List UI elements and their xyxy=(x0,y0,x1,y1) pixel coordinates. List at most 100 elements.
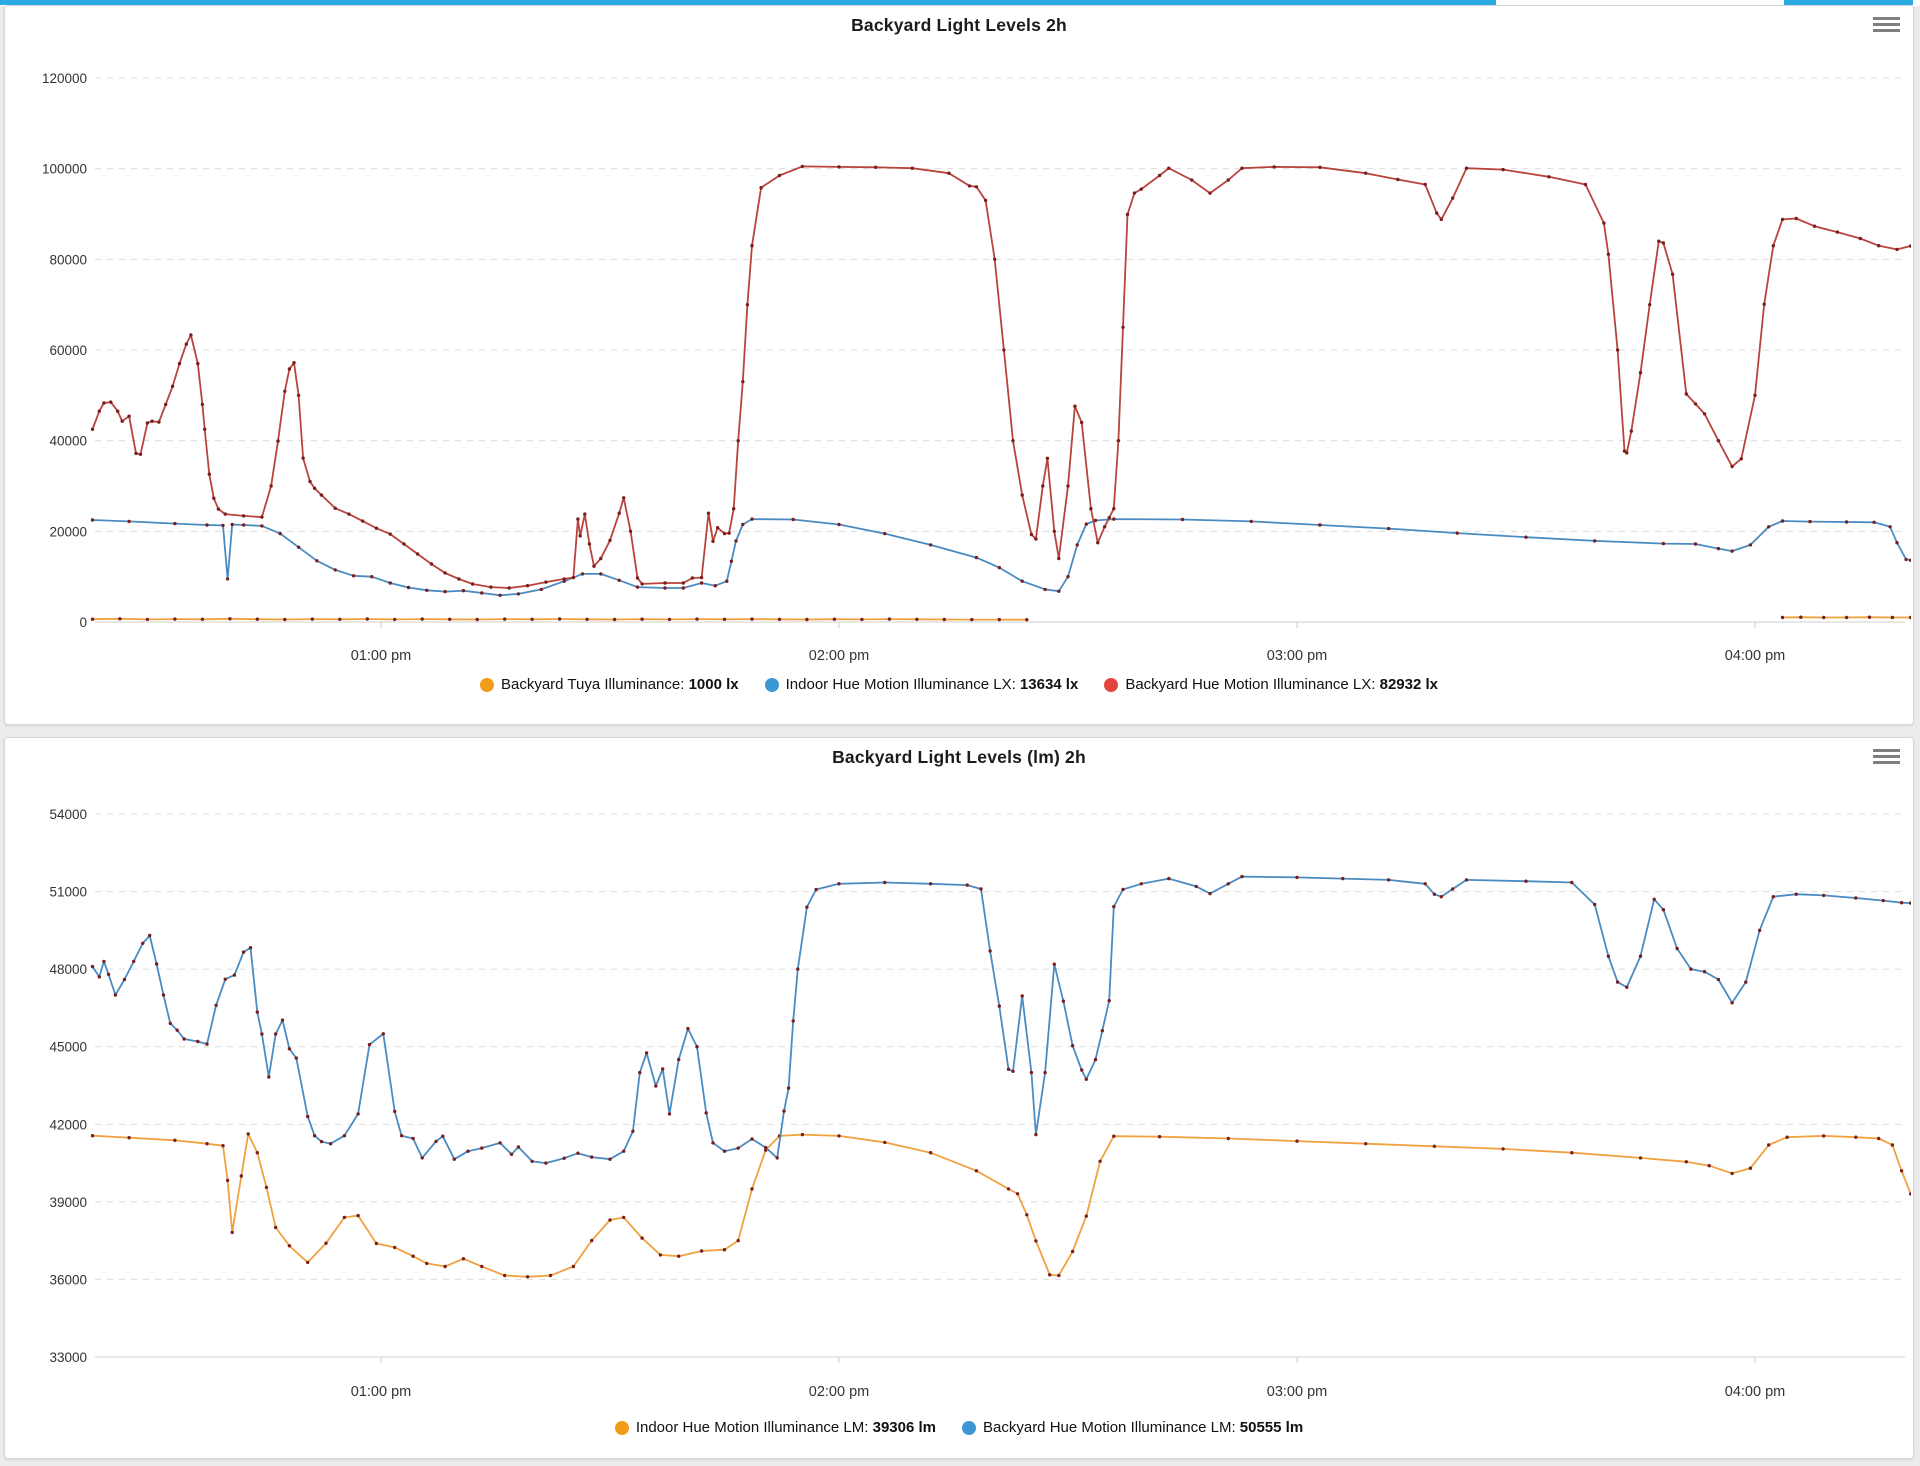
data-point-marker xyxy=(480,1264,484,1269)
data-point-marker xyxy=(1341,876,1345,881)
data-point-marker xyxy=(425,1261,429,1266)
data-point-marker xyxy=(1909,1192,1911,1196)
data-point-marker xyxy=(585,617,589,621)
data-point-marker xyxy=(1730,549,1734,553)
data-point-marker xyxy=(230,1230,234,1235)
data-point-marker xyxy=(562,577,566,581)
data-point-marker xyxy=(498,593,502,597)
data-point-marker xyxy=(173,521,177,526)
data-point-marker xyxy=(1226,178,1231,182)
data-point-marker xyxy=(296,393,301,397)
data-point-marker xyxy=(127,414,131,418)
data-point-marker xyxy=(1208,891,1212,896)
x-tick-label: 02:00 pm xyxy=(809,648,869,664)
data-point-marker xyxy=(260,524,264,528)
data-point-marker xyxy=(296,545,301,549)
data-point-marker xyxy=(722,1149,727,1153)
legend-dot-icon xyxy=(1104,677,1119,692)
data-point-marker xyxy=(312,486,317,490)
data-point-marker xyxy=(1080,1068,1084,1072)
data-point-marker xyxy=(800,1132,805,1137)
data-point-marker xyxy=(1693,542,1698,546)
data-point-marker xyxy=(1100,1029,1105,1033)
legend-item[interactable]: Backyard Hue Motion Illuminance LX: 8293… xyxy=(1104,676,1438,693)
legend-item[interactable]: Indoor Hue Motion Illuminance LM: 39306 … xyxy=(614,1419,936,1436)
data-point-marker xyxy=(599,556,603,561)
legend-item[interactable]: Backyard Tuya Illuminance: 1000 lx xyxy=(479,676,739,693)
hamburger-menu-icon[interactable] xyxy=(1873,17,1901,35)
chart-legend: Backyard Tuya Illuminance: 1000 lx Indoor… xyxy=(5,676,1913,693)
y-tick-label: 100000 xyxy=(42,162,87,177)
data-point-marker xyxy=(677,1254,681,1258)
data-point-marker xyxy=(1432,892,1437,896)
data-point-marker xyxy=(1096,541,1100,545)
data-point-marker xyxy=(1684,1160,1689,1164)
data-point-marker xyxy=(617,578,621,582)
data-point-marker xyxy=(182,1037,186,1041)
data-point-marker xyxy=(1464,166,1469,170)
data-point-marker xyxy=(1547,175,1551,179)
data-point-marker xyxy=(90,964,95,969)
legend-item[interactable]: Backyard Hue Motion Illuminance LM: 5055… xyxy=(962,1419,1303,1436)
data-point-marker xyxy=(1057,589,1061,593)
data-point-marker xyxy=(910,166,914,170)
data-point-marker xyxy=(974,555,979,560)
data-point-marker xyxy=(873,165,878,169)
chart-plot-area[interactable]: 54000 51000 48000 45000 42000 39000 36000 33000… xyxy=(5,738,1911,1458)
data-point-marker xyxy=(750,517,754,521)
data-point-marker xyxy=(635,576,640,580)
data-point-marker xyxy=(1132,191,1137,195)
data-point-marker xyxy=(970,617,974,622)
data-point-marker xyxy=(544,580,548,584)
data-point-marker xyxy=(1707,1164,1711,1168)
data-point-marker xyxy=(333,568,337,572)
data-point-marker xyxy=(942,617,946,622)
data-point-marker xyxy=(102,401,106,405)
data-point-marker xyxy=(138,452,143,456)
data-point-marker xyxy=(205,1042,209,1046)
data-point-marker xyxy=(562,1156,566,1160)
data-point-marker xyxy=(1318,523,1322,527)
data-point-marker xyxy=(1075,543,1079,547)
data-point-marker xyxy=(196,1039,200,1044)
data-point-marker xyxy=(356,1112,360,1116)
data-point-marker xyxy=(590,1155,594,1159)
data-point-marker xyxy=(608,538,612,543)
data-point-marker xyxy=(1157,173,1162,178)
data-point-marker xyxy=(1116,439,1121,443)
data-point-marker xyxy=(132,959,136,964)
data-point-marker xyxy=(699,575,704,580)
data-point-marker xyxy=(184,342,188,346)
data-point-marker xyxy=(255,1010,259,1014)
data-point-marker xyxy=(97,409,102,413)
data-point-marker xyxy=(154,962,159,966)
data-point-marker xyxy=(635,585,640,589)
data-point-marker xyxy=(667,1112,672,1116)
legend-item[interactable]: Indoor Hue Motion Illuminance LX: 13634 … xyxy=(764,676,1078,693)
data-point-marker xyxy=(1899,1169,1904,1173)
data-point-marker xyxy=(319,493,324,497)
data-point-marker xyxy=(239,1174,243,1178)
data-point-marker xyxy=(883,531,887,536)
data-point-marker xyxy=(246,1132,250,1136)
chart-plot-area[interactable]: 120000 100000 80000 60000 40000 20000 0 01:00 p… xyxy=(5,6,1911,724)
data-point-marker xyxy=(1780,519,1785,523)
data-point-marker xyxy=(837,882,841,886)
data-point-marker xyxy=(342,1134,347,1138)
hamburger-menu-icon[interactable] xyxy=(1873,749,1901,767)
data-point-marker xyxy=(1098,1159,1102,1163)
data-point-marker xyxy=(1057,1273,1061,1278)
x-tick-label: 04:00 pm xyxy=(1725,1384,1785,1400)
data-point-marker xyxy=(267,1075,271,1079)
loading-bar-segment xyxy=(1784,0,1913,5)
data-point-marker xyxy=(1615,348,1620,352)
data-point-marker xyxy=(736,1146,740,1150)
data-point-marker xyxy=(393,1109,397,1114)
legend-dot-icon xyxy=(614,1420,629,1435)
data-point-marker xyxy=(860,617,864,622)
x-tick-label: 02:00 pm xyxy=(809,1384,869,1400)
data-point-marker xyxy=(1432,1144,1437,1148)
data-point-marker xyxy=(127,519,131,524)
data-point-marker xyxy=(663,581,667,585)
data-point-marker xyxy=(141,941,145,945)
